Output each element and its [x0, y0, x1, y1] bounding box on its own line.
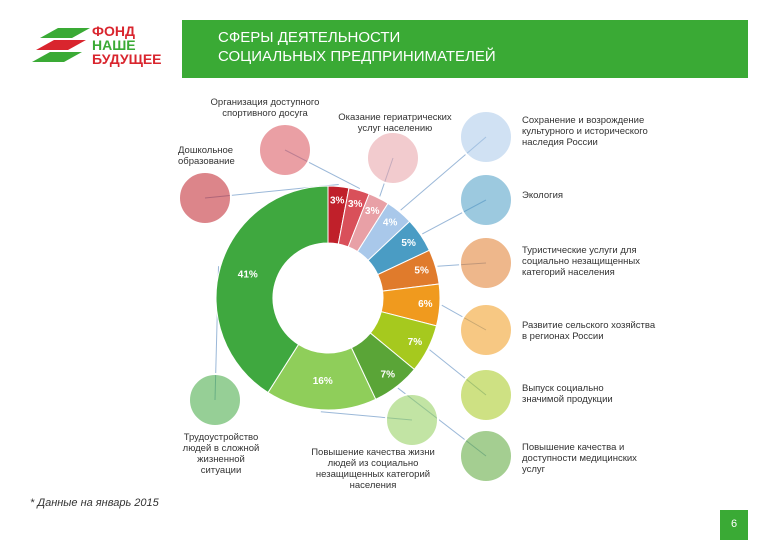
category-label: Развитие сельского хозяйства в регионах … [522, 320, 656, 342]
value-label: 4% [383, 218, 398, 229]
value-label: 5% [414, 265, 429, 276]
photo [459, 303, 513, 357]
photo [385, 393, 439, 447]
photo [459, 368, 513, 422]
value-label: 5% [401, 238, 416, 249]
category-label: Дошкольное образование [178, 145, 235, 167]
category-label: Повышение качества и доступности медицин… [522, 442, 637, 475]
logo-text: НАШЕ [92, 37, 136, 53]
value-label: 3% [365, 206, 380, 217]
photo [178, 171, 232, 225]
footnote: * Данные на январь 2015 [30, 497, 160, 509]
photo [459, 173, 513, 227]
value-label: 41% [238, 269, 258, 280]
logo-text: ФОНД [92, 23, 135, 39]
value-label: 7% [408, 337, 423, 348]
category-label: Экология [522, 190, 564, 201]
value-label: 3% [348, 199, 363, 210]
category-label: Повышение качества жизни людей из социал… [311, 447, 435, 491]
logo-mark [32, 28, 90, 62]
category-label: Сохранение и возрождение культурного и и… [522, 115, 648, 148]
photo [459, 429, 513, 483]
photo [188, 373, 242, 427]
value-label: 7% [381, 370, 396, 381]
category-label: Организация доступного спортивного досуг… [210, 97, 320, 119]
category-label: Туристические услуги для социально незащ… [522, 245, 640, 278]
photo [459, 236, 513, 290]
category-label: Выпуск социально значимой продукции [522, 383, 613, 405]
value-label: 6% [418, 299, 433, 310]
photo [459, 110, 513, 164]
photo [366, 131, 420, 185]
logo-text: БУДУЩЕЕ [92, 51, 162, 67]
category-label: Трудоустройство людей в сложной жизненно… [182, 432, 260, 476]
value-label: 3% [330, 196, 345, 207]
chart-title: СФЕРЫ ДЕЯТЕЛЬНОСТИ [218, 29, 400, 46]
chart-title: СОЦИАЛЬНЫХ ПРЕДПРИНИМАТЕЛЕЙ [218, 47, 496, 65]
page-number: 6 [731, 518, 737, 530]
category-label: Оказание гериатрических услуг населению [338, 112, 452, 134]
page-number-box [720, 510, 748, 540]
title-bar [182, 20, 748, 78]
donut-segment [215, 185, 329, 394]
value-label: 16% [313, 376, 333, 387]
photo [258, 123, 312, 177]
